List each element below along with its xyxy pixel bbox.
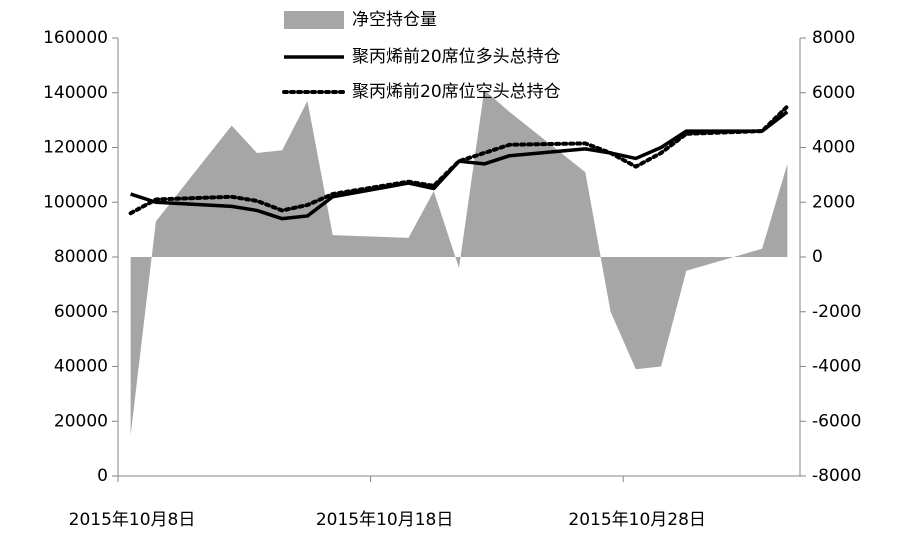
y-tick-label: 40000 — [54, 357, 108, 377]
y-tick-label: 60000 — [54, 302, 108, 322]
x-tick-label: 2015年10月8日 — [69, 510, 196, 530]
y2-tick-label: -8000 — [812, 466, 861, 486]
y2-tick-label: 2000 — [812, 192, 855, 212]
y-tick-label: 160000 — [43, 28, 108, 48]
y2-tick-label: 0 — [812, 247, 823, 267]
y-tick-label: 0 — [97, 466, 108, 486]
legend-label: 净空持仓量 — [352, 10, 437, 30]
y-tick-label: 20000 — [54, 411, 108, 431]
y-tick-label: 80000 — [54, 247, 108, 267]
y2-tick-label: -4000 — [812, 357, 861, 377]
y2-tick-label: 8000 — [812, 28, 855, 48]
area — [130, 90, 788, 435]
y2-tick-label: 6000 — [812, 83, 855, 103]
y-tick-label: 120000 — [43, 138, 108, 158]
y-tick-label: 100000 — [43, 192, 108, 212]
legend-label: 聚丙烯前20席位多头总持仓 — [352, 47, 561, 67]
y2-tick-label: 4000 — [812, 138, 855, 158]
legend-label: 聚丙烯前20席位空头总持仓 — [352, 82, 561, 102]
y2-tick-label: -2000 — [812, 302, 861, 322]
x-tick-label: 2015年10月18日 — [316, 510, 454, 530]
y2-tick-label: -6000 — [812, 411, 861, 431]
x-tick-label: 2015年10月28日 — [568, 510, 706, 530]
legend-swatch — [284, 11, 344, 29]
line — [128, 104, 790, 216]
y-tick-label: 140000 — [43, 83, 108, 103]
